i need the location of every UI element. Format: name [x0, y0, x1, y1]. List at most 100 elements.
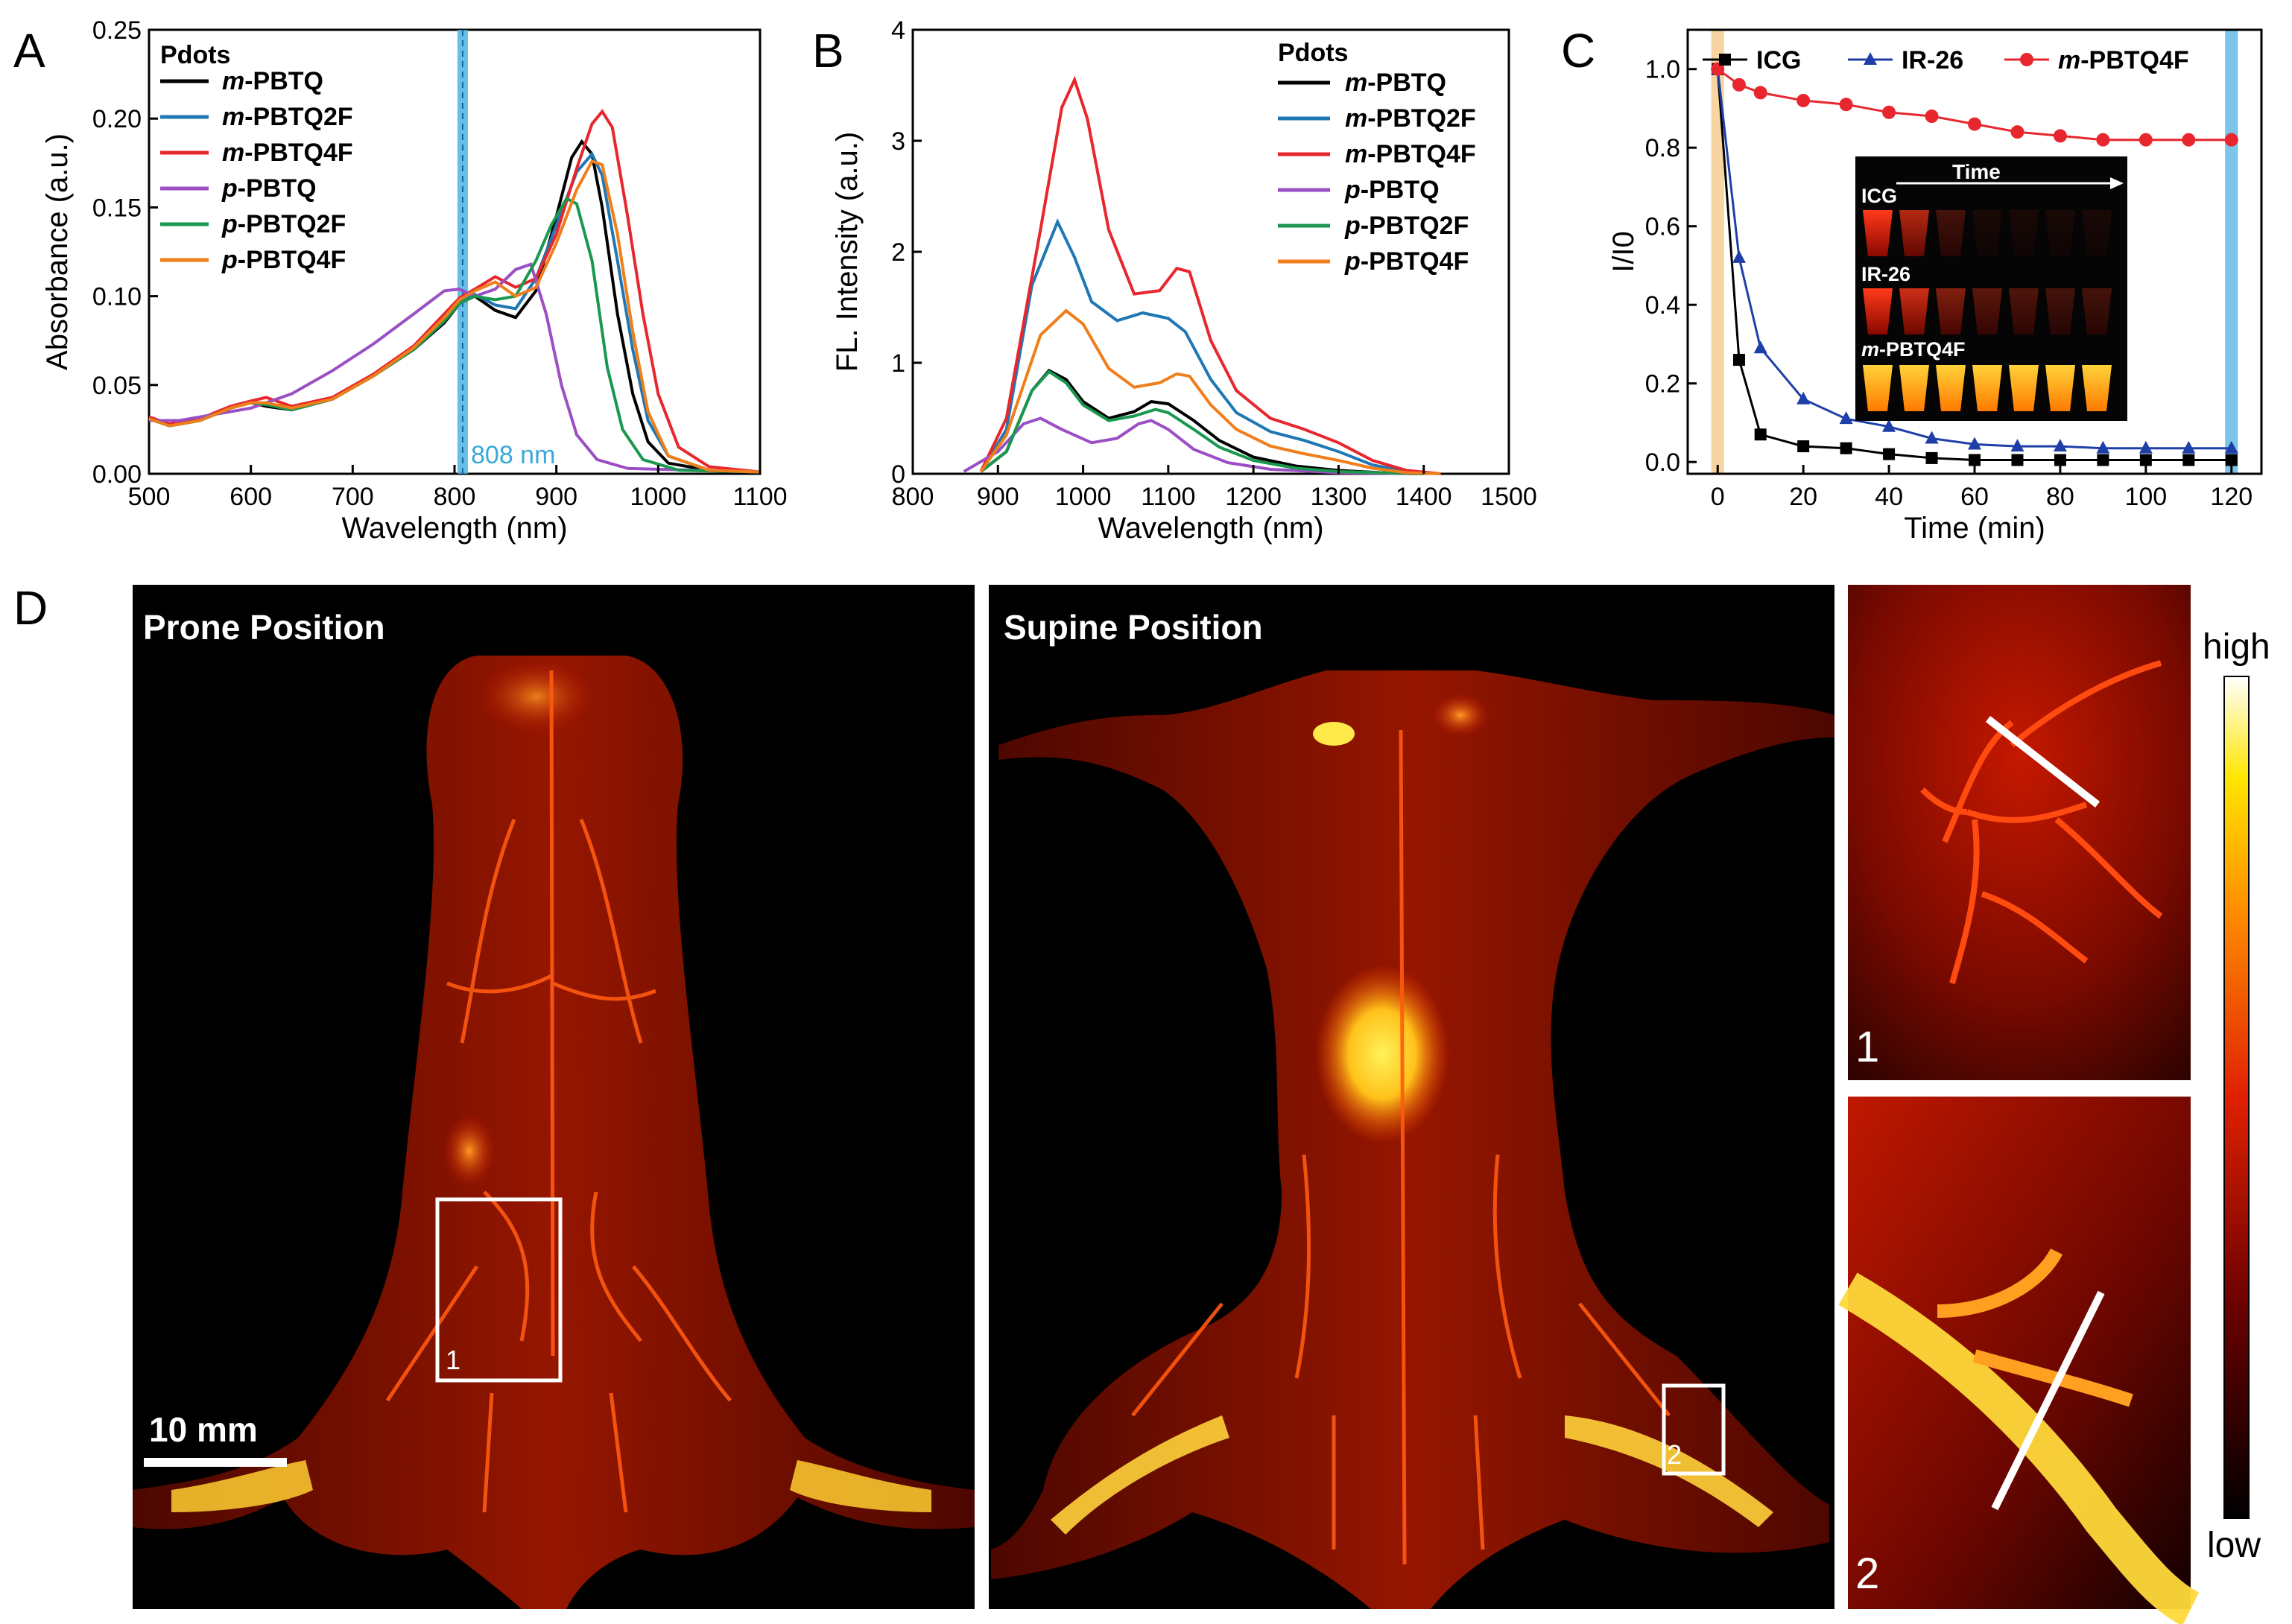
data-point-circle — [2224, 133, 2238, 147]
x-tick-label: 60 — [1960, 483, 1989, 511]
x-tick-label: 1200 — [1225, 483, 1282, 511]
data-point-square — [1840, 442, 1852, 454]
data-point-square — [1754, 428, 1767, 441]
data-point-square — [2225, 454, 2238, 466]
data-point-square — [1969, 454, 1981, 466]
legend-label: IR-26 — [1902, 46, 1963, 74]
photostability-inset: Time ICG IR-26 m-PBTQ4F — [1855, 156, 2127, 421]
legend-label: m-PBTQ2F — [1345, 104, 1476, 133]
legend-label: m-PBTQ2F — [222, 103, 353, 131]
y-tick-label: 0.00 — [92, 460, 142, 489]
data-point-circle — [1968, 117, 1981, 131]
x-tick-label: 120 — [2210, 483, 2253, 511]
zoom-2-profile-line — [1991, 1290, 2105, 1511]
legend-label: p-PBTQ2F — [221, 210, 346, 238]
legend-label: m-PBTQ — [222, 67, 323, 95]
data-point-circle — [1753, 86, 1767, 100]
vial — [2082, 210, 2112, 256]
x-tick-label: 800 — [892, 483, 934, 511]
legend-label: p-PBTQ4F — [221, 246, 346, 274]
x-tick-label: 1000 — [1055, 483, 1112, 511]
y-tick-label: 3 — [891, 127, 905, 156]
data-point-circle — [2182, 133, 2196, 147]
data-point-triangle — [1753, 340, 1767, 354]
x-tick-label: 100 — [2124, 483, 2167, 511]
y-tick-label: 2 — [891, 238, 905, 267]
series-line-p-pbtq2f — [980, 369, 1424, 475]
legend-label: m-PBTQ4F — [2058, 46, 2189, 74]
legend-label: m-PBTQ4F — [1345, 140, 1476, 168]
zoom-box-1-label: 1 — [446, 1345, 460, 1375]
x-tick-label: 20 — [1789, 483, 1817, 511]
legend-label: p-PBTQ — [1344, 176, 1440, 204]
vial — [2045, 288, 2075, 334]
y-tick-label: 0.8 — [1645, 134, 1680, 162]
inset-row-label-icg: ICG — [1861, 185, 1897, 207]
vial — [1863, 288, 1893, 334]
data-point-triangle — [1839, 411, 1853, 425]
y-tick-label: 0.4 — [1645, 291, 1680, 320]
legend-label: m-PBTQ4F — [222, 139, 353, 167]
vial — [1899, 210, 1929, 256]
series-line-p-pbtq — [963, 416, 1424, 475]
vial — [1899, 288, 1929, 334]
data-point-circle — [2139, 133, 2153, 147]
data-point-circle — [2010, 125, 2025, 139]
vial — [1972, 288, 2002, 334]
prone-title: Prone Position — [143, 608, 385, 647]
data-point-triangle — [1732, 250, 1746, 263]
zoom-2-image: 2 — [1838, 1097, 2200, 1624]
colorbar: high low — [2203, 627, 2270, 1565]
panel-c-letter: C — [1561, 24, 1595, 77]
data-point-circle — [1711, 62, 1725, 76]
data-point-square — [2054, 454, 2066, 466]
vial — [1936, 288, 1966, 334]
vial — [1972, 210, 2002, 256]
data-point-triangle — [2182, 440, 2196, 454]
data-point-triangle — [1882, 419, 1896, 432]
series-line-p-pbtq4f — [979, 308, 1441, 475]
y-tick-label: 0.05 — [92, 372, 142, 400]
vial — [2082, 288, 2112, 334]
data-point-triangle — [2139, 440, 2153, 454]
scale-bar-label: 10 mm — [149, 1410, 258, 1449]
panel-b: B 800 900 1000 1100 1200 1300 1400 1500 0 1 2 3 4 Wa… — [812, 16, 1537, 545]
data-point-triangle — [1925, 431, 1939, 444]
vial — [2045, 365, 2075, 411]
x-tick-label: 0 — [1711, 483, 1725, 511]
data-point-triangle — [2096, 440, 2110, 454]
x-tick-label: 1000 — [630, 483, 687, 511]
y-tick-label: 0.20 — [92, 105, 142, 133]
panel-b-ylabel: FL. Intensity (a.u.) — [831, 132, 864, 372]
vial — [1863, 210, 1893, 256]
inset-row-label-ir26: IR-26 — [1861, 263, 1910, 285]
zoom-2-main-vessel — [1838, 1272, 2200, 1624]
zoom-box-2-label: 2 — [1667, 1439, 1682, 1470]
data-point-circle — [2020, 53, 2033, 66]
panel-d: D Prone Position 1 10 mm — [13, 581, 2270, 1624]
y-tick-label: 1.0 — [1645, 56, 1680, 84]
zoom-1-image: 1 — [1848, 585, 2191, 1080]
panel-b-legend-title: Pdots — [1278, 39, 1348, 67]
colorbar-low-label: low — [2207, 1526, 2261, 1565]
y-tick-label: 0 — [891, 460, 905, 489]
x-tick-label: 500 — [128, 483, 171, 511]
legend-label: p-PBTQ2F — [1344, 212, 1469, 240]
legend-label: m-PBTQ — [1345, 69, 1446, 97]
x-tick-label: 1100 — [732, 483, 787, 511]
panel-a-xlabel: Wavelength (nm) — [341, 512, 567, 545]
data-point-square — [1719, 54, 1731, 66]
legend-label: p-PBTQ4F — [1344, 247, 1469, 276]
legend-label: p-PBTQ — [221, 174, 317, 203]
x-tick-label: 80 — [2046, 483, 2074, 511]
series-line-m-pbtq4f — [148, 109, 761, 474]
series-line-m-pbtq4f — [979, 75, 1441, 475]
panel-a-legend-title: Pdots — [160, 41, 230, 69]
vial — [1936, 210, 1966, 256]
x-tick-label: 600 — [229, 483, 272, 511]
data-point-square — [2139, 454, 2152, 466]
panel-c-xlabel: Time (min) — [1904, 512, 2045, 545]
x-tick-label: 1500 — [1481, 483, 1537, 511]
data-point-circle — [1882, 105, 1896, 119]
x-tick-label: 1300 — [1311, 483, 1367, 511]
